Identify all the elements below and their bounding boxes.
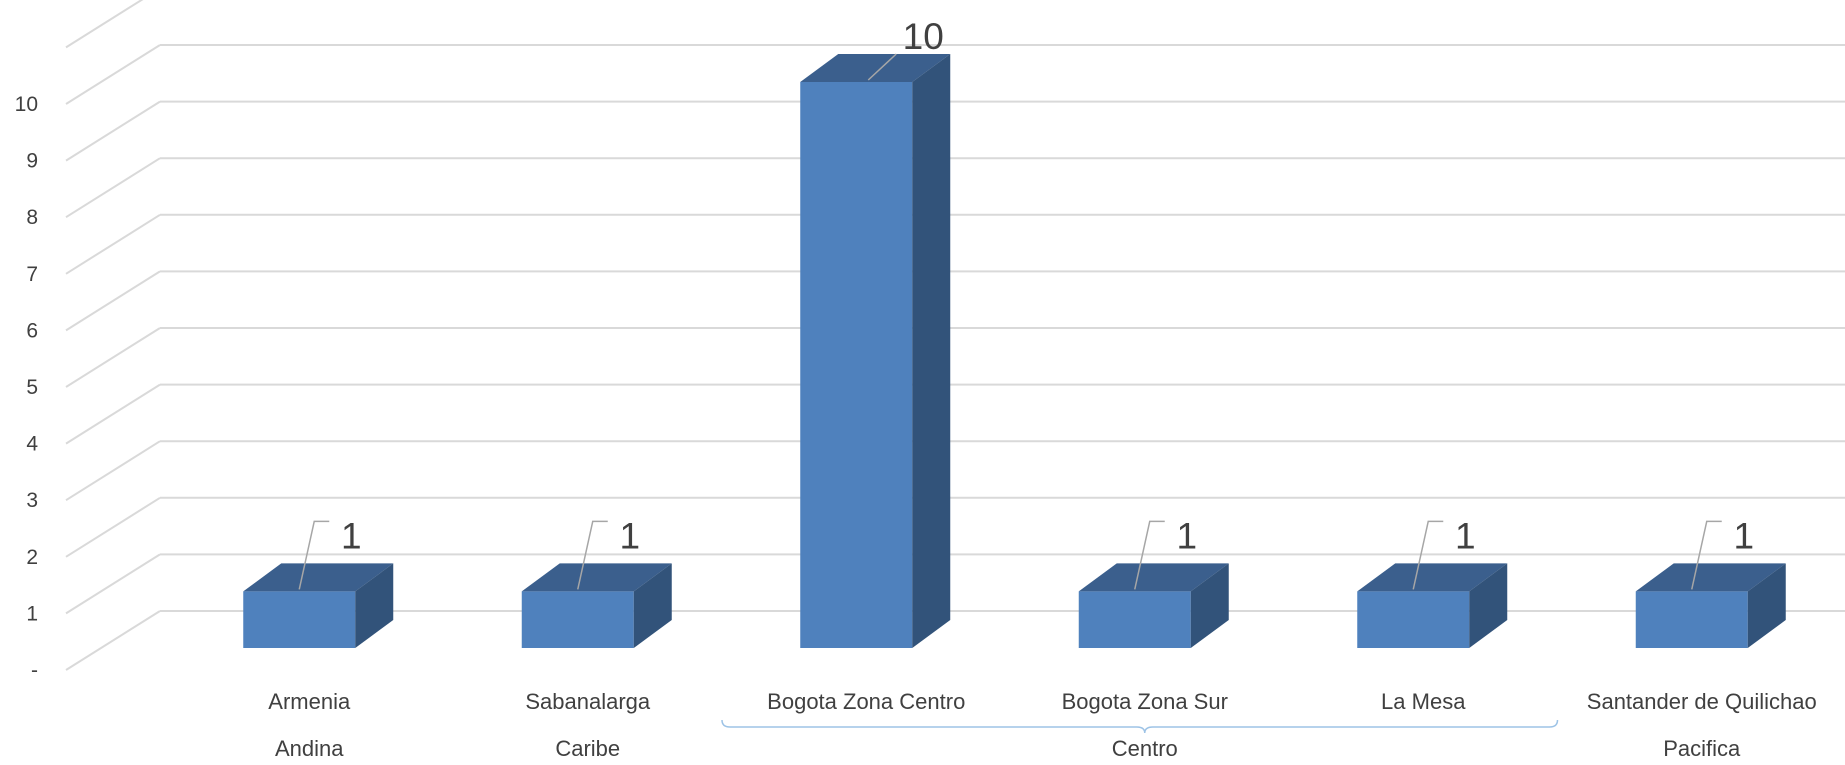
category-label: La Mesa <box>1381 689 1466 714</box>
grid-lines <box>65 0 1845 671</box>
grid-line-side <box>65 440 161 502</box>
bar-side <box>1747 563 1786 648</box>
data-label-leader <box>1691 520 1722 590</box>
group-bracket <box>721 719 1559 734</box>
group-label: Pacifica <box>1663 736 1741 761</box>
bar-front <box>800 82 913 648</box>
data-labels: 1 1 10 1 1 1 <box>298 16 1754 590</box>
grid-line-side <box>65 44 161 105</box>
group-label: Centro <box>1112 736 1178 761</box>
data-label-leader <box>867 53 897 81</box>
grid-line-side <box>65 157 161 219</box>
bar-top <box>1635 563 1786 592</box>
bar-top <box>1078 563 1229 592</box>
data-label: 1 <box>1733 515 1754 556</box>
y-tick-label: 2 <box>26 546 38 569</box>
y-tick-label: 9 <box>26 150 38 173</box>
y-tick-label: 3 <box>26 489 38 512</box>
grid-line-side <box>65 327 161 388</box>
grid-line-side <box>65 553 161 615</box>
data-label: 10 <box>903 16 944 57</box>
bar-side <box>912 54 951 648</box>
data-label: 1 <box>1455 515 1476 556</box>
y-tick-label: 5 <box>26 376 38 399</box>
bar-front <box>1357 591 1470 648</box>
grid-line-side <box>65 213 161 275</box>
bar-top <box>243 563 394 592</box>
category-label: Santander de Quilichao <box>1587 689 1817 714</box>
y-tick-label: 1 <box>26 602 38 625</box>
bar-side <box>633 563 672 648</box>
data-label-leader <box>298 520 330 590</box>
y-tick-label: 7 <box>26 263 38 286</box>
y-tick-label: 8 <box>26 206 38 229</box>
category-labels: Armenia Sabanalarga Bogota Zona Centro Bogo… <box>268 689 1816 714</box>
data-label-leader <box>1134 520 1165 590</box>
data-label: 1 <box>341 515 362 556</box>
y-axis-ticks: - 1 2 3 4 5 6 7 8 9 10 <box>15 93 39 682</box>
y-tick-label: 10 <box>15 93 38 116</box>
group-labels: Andina Caribe Centro Pacifica <box>275 719 1741 761</box>
category-label: Armenia <box>268 689 351 714</box>
bar-front <box>1635 591 1748 648</box>
group-label: Andina <box>275 736 344 761</box>
category-label: Sabanalarga <box>525 689 651 714</box>
grid-line-side <box>65 496 161 558</box>
bar-side <box>355 563 394 648</box>
bar-front <box>1078 591 1191 648</box>
y-tick-label: 4 <box>26 433 38 456</box>
data-label: 1 <box>619 515 640 556</box>
bar-side <box>1190 563 1229 648</box>
bar-top <box>521 563 672 592</box>
data-label: 1 <box>1176 515 1197 556</box>
y-tick-label: 6 <box>26 319 38 342</box>
data-label-leader <box>577 520 608 590</box>
grid-line-side <box>65 270 161 332</box>
grid-line-side <box>65 100 161 162</box>
bar-front <box>521 591 634 648</box>
data-label-leader <box>1412 520 1444 590</box>
grid-line-side <box>65 383 161 445</box>
bars <box>243 54 1786 648</box>
bar-top <box>800 54 951 82</box>
y-tick-label: - <box>31 659 38 682</box>
grid-line-side <box>65 0 144 49</box>
category-label: Bogota Zona Sur <box>1062 689 1228 714</box>
bar-side <box>1469 563 1508 648</box>
bar-top <box>1357 563 1508 592</box>
category-label: Bogota Zona Centro <box>767 689 965 714</box>
grid-line-side <box>65 610 161 671</box>
group-label: Caribe <box>555 736 620 761</box>
bar-front <box>243 591 356 648</box>
